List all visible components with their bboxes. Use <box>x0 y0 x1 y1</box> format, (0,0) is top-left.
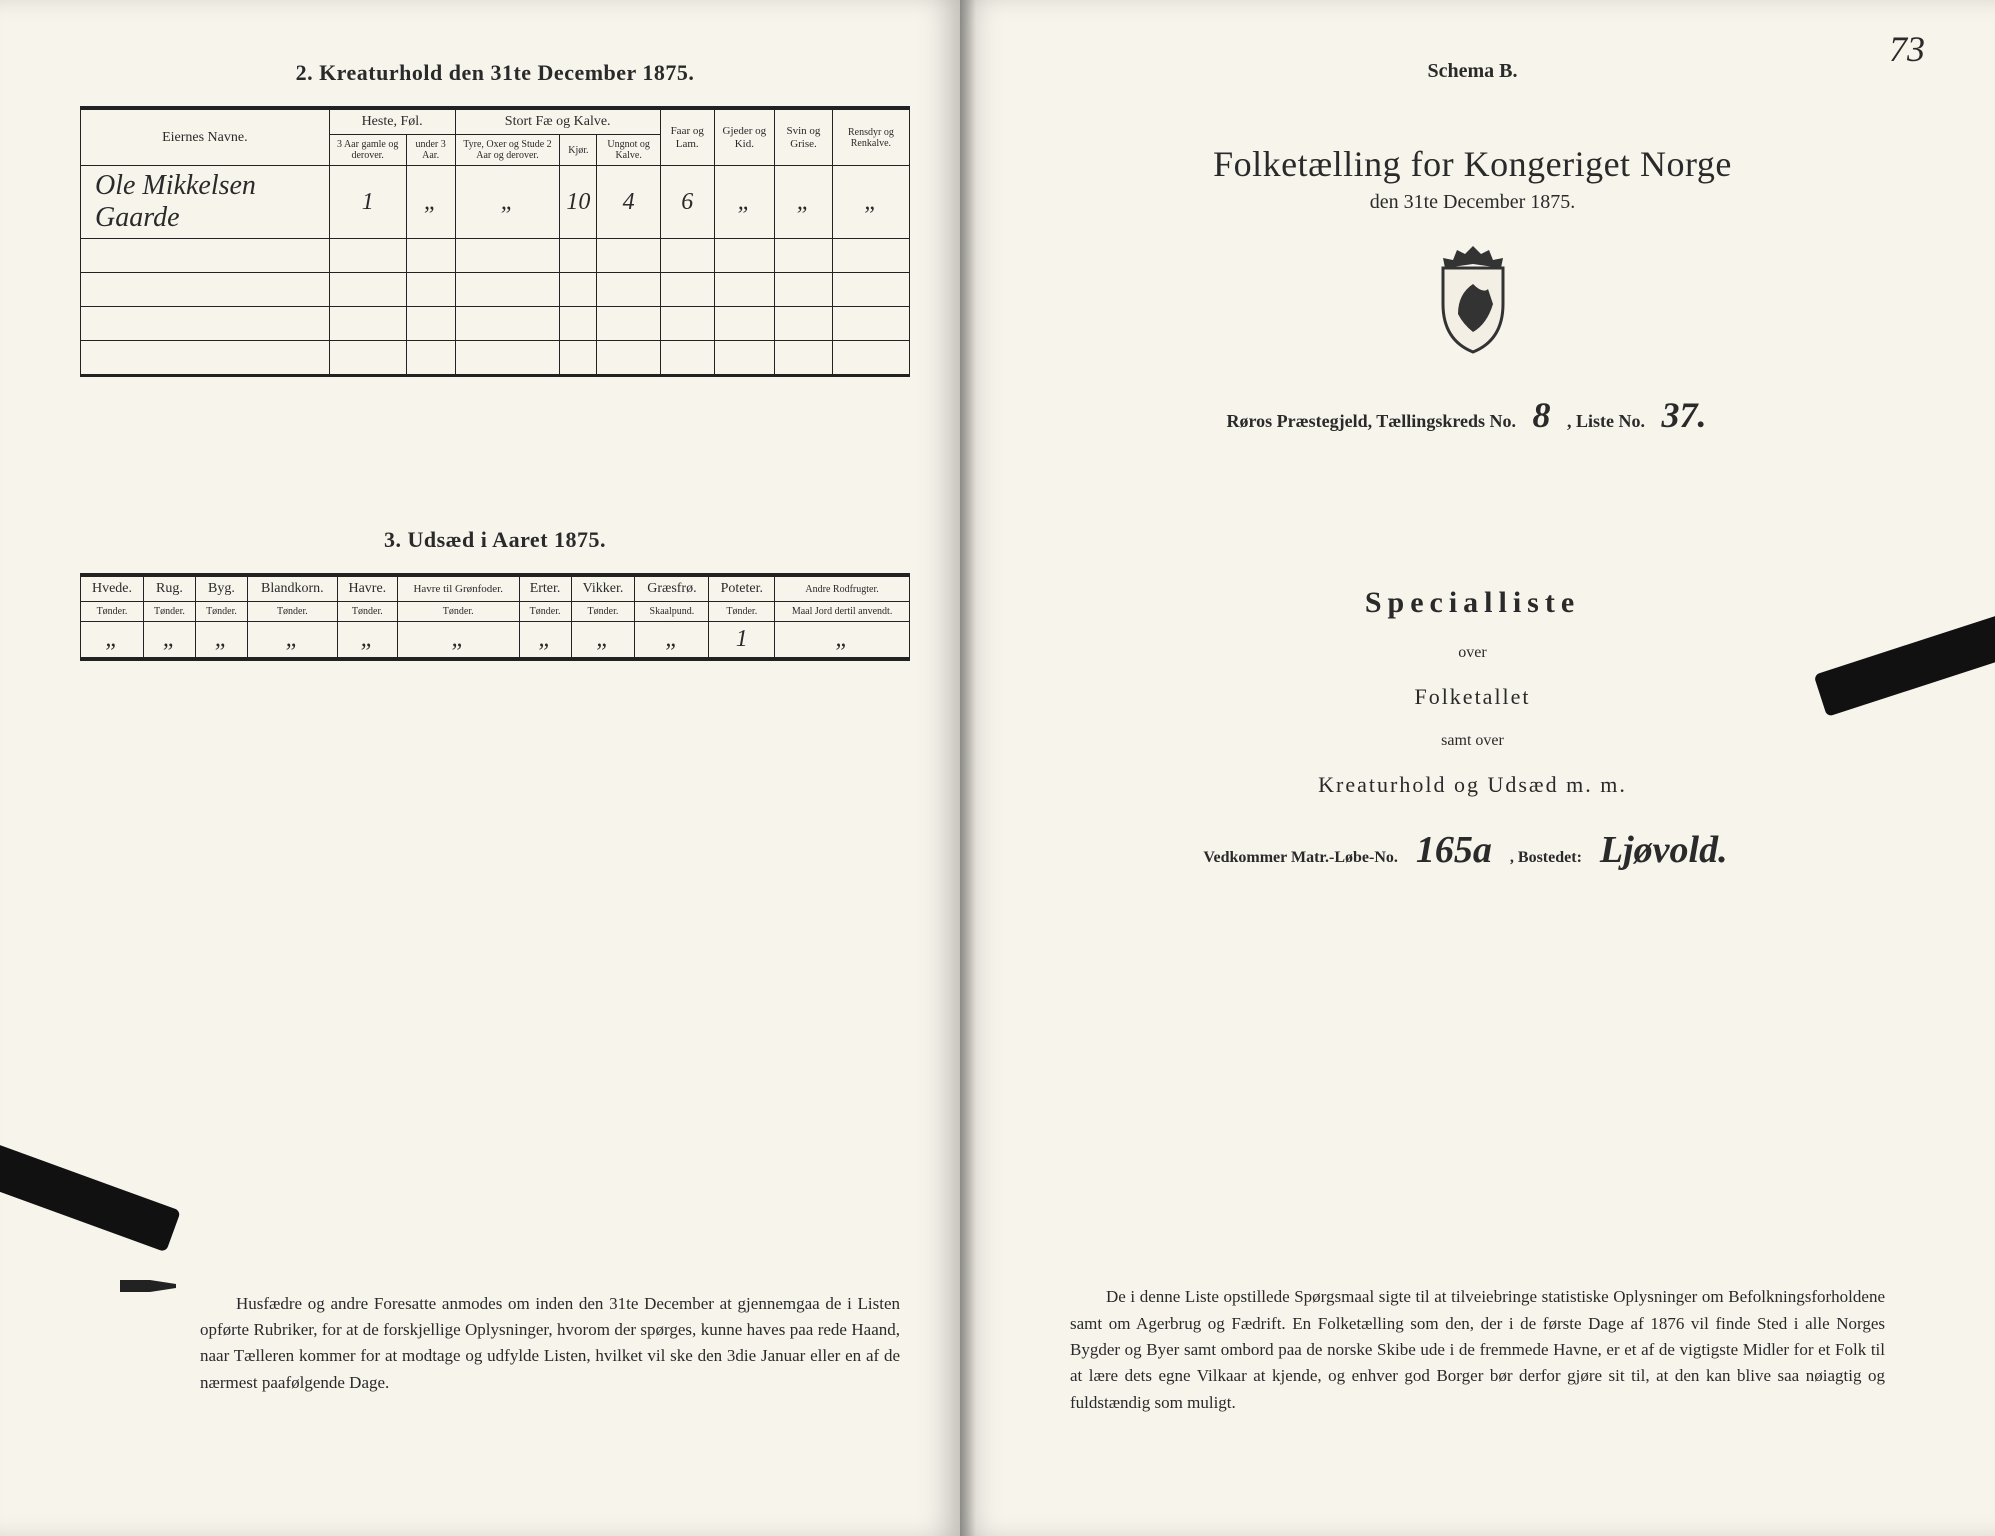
grp-heste: Heste, Føl. <box>329 110 455 135</box>
bostedet-value: Ljøvold. <box>1600 829 1728 871</box>
cell-faar: 6 <box>660 166 714 239</box>
cell-navn: Ole Mikkelsen Gaarde <box>81 166 330 239</box>
col-vikker: Vikker. <box>571 577 635 602</box>
empty-row <box>81 341 910 375</box>
cell: „ <box>195 622 247 658</box>
col-havre: Havre. <box>337 577 397 602</box>
unit-6: Tønder. <box>397 602 519 622</box>
col-rug: Rug. <box>143 577 195 602</box>
livestock-table-wrap: Eiernes Navne. Heste, Føl. Stort Fæ og K… <box>80 106 910 377</box>
col-eiernes: Eiernes Navne. <box>81 110 330 166</box>
cell-s3: 4 <box>597 166 660 239</box>
coat-of-arms-icon <box>1423 244 1523 354</box>
specialliste-heading: Specialliste <box>1030 586 1915 620</box>
col-h2: under 3 Aar. <box>406 135 455 166</box>
seed-table: Hvede. Rug. Byg. Blandkorn. Havre. Havre… <box>80 576 910 658</box>
col-byg: Byg. <box>195 577 247 602</box>
page-number: 73 <box>1889 28 1925 70</box>
right-body-text: De i denne Liste opstillede Spørgsmaal s… <box>1070 1284 1885 1416</box>
folketallet-label: Folketallet <box>1030 684 1915 710</box>
cell-ren: „ <box>832 166 909 239</box>
col-faar: Faar og Lam. <box>660 110 714 166</box>
unit-9: Skaalpund. <box>635 602 709 622</box>
unit-3: Tønder. <box>195 602 247 622</box>
livestock-row: Ole Mikkelsen Gaarde 1 „ „ 10 4 6 „ „ „ <box>81 166 910 239</box>
seed-table-wrap: Hvede. Rug. Byg. Blandkorn. Havre. Havre… <box>80 573 910 661</box>
col-gjeder: Gjeder og Kid. <box>714 110 775 166</box>
cell: „ <box>81 622 144 658</box>
kreds-prefix: Røros Præstegjeld, Tællingskreds No. <box>1226 411 1516 431</box>
unit-5: Tønder. <box>337 602 397 622</box>
section-3-title: 3. Udsæd i Aaret 1875. <box>80 527 910 553</box>
schema-label: Schema B. <box>1030 60 1915 83</box>
unit-2: Tønder. <box>143 602 195 622</box>
col-s2: Kjør. <box>560 135 597 166</box>
main-title: Folketælling for Kongeriget Norge <box>1030 143 1915 185</box>
unit-4: Tønder. <box>247 602 337 622</box>
samtover-label: samt over <box>1030 732 1915 750</box>
cell: 1 <box>709 622 775 658</box>
section-2-title: 2. Kreaturhold den 31te December 1875. <box>80 60 910 86</box>
cell: „ <box>635 622 709 658</box>
book-clip-left <box>0 1136 181 1253</box>
cell-gjeder: „ <box>714 166 775 239</box>
cell: „ <box>143 622 195 658</box>
col-poteter: Poteter. <box>709 577 775 602</box>
cell: „ <box>397 622 519 658</box>
empty-row <box>81 273 910 307</box>
matr-prefix: Vedkommer Matr.-Løbe-No. <box>1203 849 1398 866</box>
left-footnote: Husfædre og andre Foresatte anmodes om i… <box>200 1291 900 1396</box>
cell-s1: „ <box>455 166 560 239</box>
cell: „ <box>571 622 635 658</box>
bostedet-label: , Bostedet: <box>1510 849 1582 866</box>
seed-row: „ „ „ „ „ „ „ „ „ 1 „ <box>81 622 910 658</box>
col-erter: Erter. <box>519 577 571 602</box>
cell-s2: 10 <box>560 166 597 239</box>
kreds-no: 8 <box>1533 395 1551 435</box>
matr-no: 165a <box>1416 829 1492 871</box>
unit-10: Tønder. <box>709 602 775 622</box>
subtitle: den 31te December 1875. <box>1030 191 1915 214</box>
col-andre: Andre Rodfrugter. <box>775 577 910 602</box>
kreds-line: Røros Præstegjeld, Tællingskreds No. 8 ,… <box>1030 394 1915 436</box>
col-ren: Rensdyr og Renkalve. <box>832 110 909 166</box>
col-bland: Blandkorn. <box>247 577 337 602</box>
col-graes: Græsfrø. <box>635 577 709 602</box>
col-hvede: Hvede. <box>81 577 144 602</box>
cell: „ <box>337 622 397 658</box>
cell-h1: 1 <box>329 166 406 239</box>
col-havregr: Havre til Grønfoder. <box>397 577 519 602</box>
cell-h2: „ <box>406 166 455 239</box>
empty-row <box>81 239 910 273</box>
cell: „ <box>775 622 910 658</box>
empty-row <box>81 307 910 341</box>
kreaturhold-label: Kreaturhold og Udsæd m. m. <box>1030 772 1915 798</box>
unit-11: Maal Jord dertil anvendt. <box>775 602 910 622</box>
left-page: 2. Kreaturhold den 31te December 1875. E… <box>0 0 960 1536</box>
liste-label: , Liste No. <box>1567 411 1645 431</box>
cell: „ <box>247 622 337 658</box>
cell-svin: „ <box>775 166 833 239</box>
unit-7: Tønder. <box>519 602 571 622</box>
col-s3: Ungnot og Kalve. <box>597 135 660 166</box>
grp-stort: Stort Fæ og Kalve. <box>455 110 660 135</box>
unit-1: Tønder. <box>81 602 144 622</box>
col-svin: Svin og Grise. <box>775 110 833 166</box>
book-spine <box>960 0 976 1536</box>
over-label: over <box>1030 644 1915 662</box>
liste-no: 37. <box>1662 395 1707 435</box>
cell: „ <box>519 622 571 658</box>
matr-line: Vedkommer Matr.-Løbe-No. 165a , Bostedet… <box>1030 828 1915 872</box>
col-h1: 3 Aar gamle og derover. <box>329 135 406 166</box>
col-s1: Tyre, Oxer og Stude 2 Aar og derover. <box>455 135 560 166</box>
unit-8: Tønder. <box>571 602 635 622</box>
livestock-table: Eiernes Navne. Heste, Føl. Stort Fæ og K… <box>80 109 910 375</box>
right-page: 73 Schema B. Folketælling for Kongeriget… <box>960 0 1995 1536</box>
pointing-hand-icon <box>120 1272 180 1300</box>
